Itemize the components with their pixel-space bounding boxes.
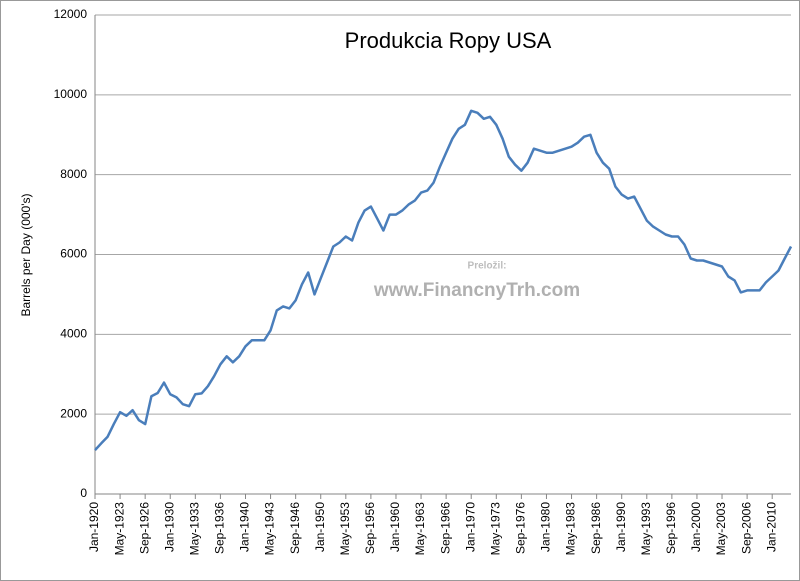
x-tick-label: Jan-1940 [238, 502, 252, 552]
x-tick-label: May-2003 [714, 502, 728, 556]
x-tick-label: Sep-1946 [288, 502, 302, 554]
x-tick-label: May-1933 [187, 502, 201, 556]
x-tick-label: Jan-1980 [539, 502, 553, 552]
x-tick-label: May-1983 [564, 502, 578, 556]
y-tick-label: 0 [80, 486, 87, 500]
watermark-note: Preložil: [468, 261, 507, 272]
x-tick-label: May-1953 [338, 502, 352, 556]
chart-title: Produkcia Ropy USA [345, 28, 552, 53]
x-tick-label: Sep-2006 [739, 502, 753, 554]
x-tick-label: Sep-1956 [363, 502, 377, 554]
x-tick-label: Jan-1960 [388, 502, 402, 552]
x-tick-label: Sep-1936 [213, 502, 227, 554]
x-tick-label: Sep-1966 [438, 502, 452, 554]
watermark: www.FinancnyTrh.com [373, 280, 580, 301]
x-tick-label: Sep-1996 [664, 502, 678, 554]
y-axis-label: Barrels per Day (000's) [19, 193, 33, 316]
y-tick-label: 6000 [60, 247, 87, 261]
x-tick-label: Jan-2000 [689, 502, 703, 552]
x-tick-label: Jan-1970 [463, 502, 477, 552]
x-tick-label: May-1993 [639, 502, 653, 556]
y-tick-label: 10000 [54, 87, 88, 101]
x-tick-label: May-1923 [112, 502, 126, 556]
x-tick-label: Jan-1920 [87, 502, 101, 552]
x-tick-label: Jan-1950 [313, 502, 327, 552]
x-tick-label: Jan-2010 [764, 502, 778, 552]
x-tick-label: May-1973 [488, 502, 502, 556]
x-tick-label: May-1963 [413, 502, 427, 556]
x-tick-label: Sep-1976 [514, 502, 528, 554]
y-tick-label: 12000 [54, 7, 88, 21]
x-tick-label: Jan-1990 [614, 502, 628, 552]
y-tick-label: 8000 [60, 167, 87, 181]
x-tick-label: May-1943 [263, 502, 277, 556]
y-tick-label: 2000 [60, 406, 87, 420]
y-tick-label: 4000 [60, 327, 87, 341]
x-tick-label: Sep-1926 [137, 502, 151, 554]
line-series [94, 109, 793, 451]
x-tick-label: Jan-1930 [162, 502, 176, 552]
x-tick-label: Sep-1986 [589, 502, 603, 554]
